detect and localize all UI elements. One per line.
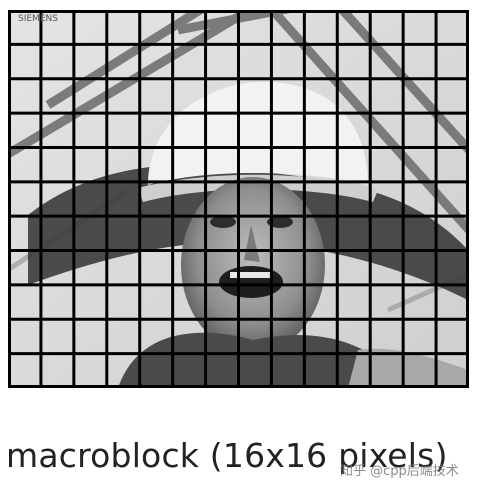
- watermark-text: 知乎 @cpp后端技术: [340, 464, 459, 479]
- macroblock-grid: [8, 10, 469, 388]
- stamp-text: SIEMENS: [18, 14, 58, 24]
- video-frame-image: [8, 10, 469, 388]
- figure-caption: macroblock (16x16 pixels): [6, 436, 448, 475]
- macroblock-figure: SIEMENS: [8, 10, 469, 388]
